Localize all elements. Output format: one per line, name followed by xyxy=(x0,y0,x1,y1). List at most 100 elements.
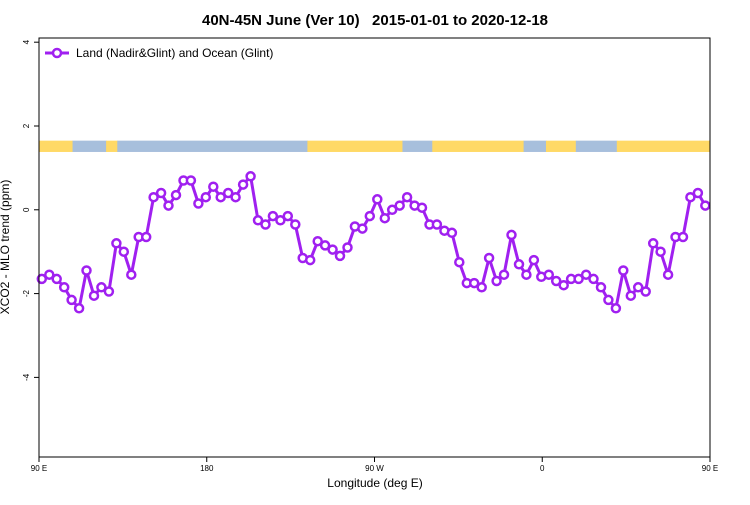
band-ocean xyxy=(117,140,308,152)
data-point xyxy=(372,194,383,205)
data-point xyxy=(595,282,607,293)
data-point xyxy=(647,238,659,249)
surface-type-band xyxy=(39,140,711,152)
x-tick-label: 0 xyxy=(540,464,545,473)
data-point xyxy=(558,279,569,291)
axes: 90 E 180 90 W 0 90 E 4 2 0 -2 -4 xyxy=(22,37,718,473)
data-point xyxy=(275,215,286,226)
data-point xyxy=(431,219,443,230)
data-point xyxy=(252,215,264,226)
data-point xyxy=(237,179,249,190)
data-point xyxy=(483,252,495,264)
plot-frame xyxy=(38,37,711,458)
band-land xyxy=(39,140,74,152)
series-layer xyxy=(36,171,711,314)
data-point xyxy=(111,238,122,249)
band-ocean xyxy=(523,140,547,152)
data-point xyxy=(677,231,689,243)
y-tick-label: -4 xyxy=(22,373,31,381)
y-tick-label: -2 xyxy=(22,289,31,297)
data-point xyxy=(282,210,294,222)
data-point xyxy=(222,187,234,199)
data-point xyxy=(640,286,651,297)
data-point xyxy=(468,277,480,289)
data-point xyxy=(304,254,316,266)
data-point xyxy=(357,223,368,234)
band-land xyxy=(545,140,577,152)
x-tick-label: 90 E xyxy=(702,464,718,473)
band-ocean xyxy=(402,140,433,152)
data-point xyxy=(81,265,92,276)
data-point xyxy=(140,231,152,243)
data-point xyxy=(185,175,197,186)
band-land xyxy=(432,140,525,152)
data-point xyxy=(580,269,592,280)
legend-label: Land (Nadir&Glint) and Ocean (Glint) xyxy=(76,46,273,60)
data-point xyxy=(632,282,644,293)
data-point xyxy=(126,269,137,280)
x-tick-label: 180 xyxy=(200,464,214,473)
data-point xyxy=(655,246,666,257)
data-point xyxy=(491,275,502,287)
data-point xyxy=(506,229,517,241)
data-point xyxy=(155,187,167,199)
data-point xyxy=(416,202,428,213)
band-land xyxy=(307,140,403,152)
data-point xyxy=(588,273,599,285)
data-point xyxy=(88,290,100,301)
data-point xyxy=(692,187,704,199)
data-point xyxy=(103,286,115,297)
data-point xyxy=(230,191,241,203)
legend-marker xyxy=(51,47,63,59)
y-axis-label: XCO2 - MLO trend (ppm) xyxy=(0,180,12,315)
data-point xyxy=(603,294,614,306)
data-point xyxy=(528,254,540,266)
band-land xyxy=(616,140,711,152)
data-point xyxy=(245,171,256,182)
data-point xyxy=(454,256,465,268)
data-point xyxy=(51,273,62,285)
data-point xyxy=(36,273,48,285)
data-point xyxy=(476,282,487,293)
y-tick-label: 4 xyxy=(22,39,31,44)
data-point xyxy=(521,269,532,280)
data-point xyxy=(66,294,77,306)
data-point xyxy=(312,235,323,247)
y-tick-label: 0 xyxy=(22,207,31,212)
data-point xyxy=(610,303,622,314)
data-point xyxy=(618,265,629,276)
data-point xyxy=(163,200,174,211)
data-point xyxy=(73,303,85,314)
data-point xyxy=(319,240,331,251)
data-point xyxy=(550,275,562,287)
band-ocean xyxy=(72,140,107,152)
data-point xyxy=(208,181,219,192)
data-point xyxy=(170,189,182,201)
legend: Land (Nadir&Glint) and Ocean (Glint) xyxy=(45,46,273,60)
data-point xyxy=(118,246,130,257)
data-point xyxy=(342,242,353,253)
data-point xyxy=(364,210,376,222)
data-point xyxy=(625,290,637,301)
data-point xyxy=(446,227,458,239)
data-point xyxy=(148,191,159,203)
band-land xyxy=(106,140,118,152)
data-point xyxy=(260,219,271,230)
data-point xyxy=(685,191,696,203)
data-point xyxy=(700,200,711,211)
data-point xyxy=(543,269,555,280)
data-point xyxy=(386,204,398,216)
data-point xyxy=(662,269,674,280)
data-point xyxy=(96,282,107,293)
x-tick-label: 90 E xyxy=(31,464,47,473)
data-point xyxy=(215,191,226,203)
x-tick-label: 90 W xyxy=(365,464,384,473)
band-ocean xyxy=(575,140,618,152)
data-point xyxy=(498,269,510,280)
data-point xyxy=(267,210,279,222)
y-tick-label: 2 xyxy=(22,123,31,128)
data-point xyxy=(200,191,212,203)
data-point xyxy=(44,269,55,280)
